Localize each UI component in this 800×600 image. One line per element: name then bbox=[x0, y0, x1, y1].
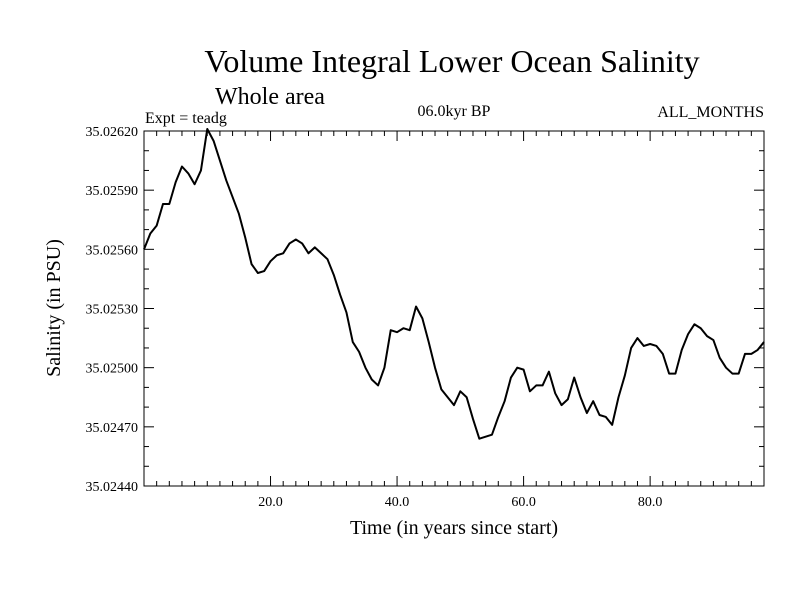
y-tick-label: 35.02440 bbox=[86, 480, 139, 495]
y-axis-ticks bbox=[144, 130, 764, 487]
y-axis-label: Salinity (in PSU) bbox=[43, 239, 65, 377]
y-tick-label: 35.02590 bbox=[86, 184, 139, 199]
chart-title: Volume Integral Lower Ocean Salinity bbox=[204, 43, 699, 79]
y-tick-label: 35.02470 bbox=[86, 421, 139, 436]
x-tick-label: 20.0 bbox=[258, 495, 283, 510]
y-tick-label: 35.02500 bbox=[86, 362, 139, 377]
x-tick-label: 60.0 bbox=[511, 495, 536, 510]
y-tick-label: 35.02530 bbox=[86, 303, 139, 318]
experiment-label: Expt = teadg bbox=[145, 110, 227, 127]
period-label: 06.0kyr BP bbox=[418, 103, 491, 120]
x-axis-ticks bbox=[143, 131, 765, 486]
y-tick-label: 35.02620 bbox=[86, 125, 139, 140]
y-tick-label: 35.02560 bbox=[86, 243, 139, 258]
x-axis-label: Time (in years since start) bbox=[350, 517, 558, 539]
chart-subtitle: Whole area bbox=[215, 84, 325, 110]
y-axis-tick-labels: 35.02440 35.02470 35.02500 35.02530 35.02560… bbox=[86, 125, 139, 495]
x-axis-tick-labels: 20.0 40.0 60.0 80.0 bbox=[258, 495, 662, 510]
months-label: ALL_MONTHS bbox=[657, 104, 764, 121]
series-line bbox=[143, 128, 765, 440]
plot-frame bbox=[143, 130, 765, 487]
x-tick-label: 80.0 bbox=[638, 495, 663, 510]
x-tick-label: 40.0 bbox=[385, 495, 410, 510]
